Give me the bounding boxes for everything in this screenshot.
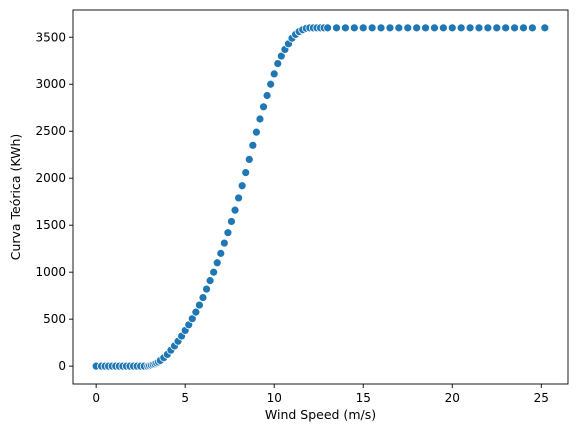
x-tick-label: 10 [267, 391, 282, 405]
data-point [212, 258, 222, 268]
data-point [527, 23, 537, 33]
x-tick-label: 25 [534, 391, 549, 405]
data-point [510, 23, 519, 33]
data-point [421, 23, 430, 33]
y-tick-label: 0 [58, 359, 66, 373]
data-point [358, 23, 368, 33]
x-tick-label: 15 [356, 391, 371, 405]
y-tick-label: 1500 [35, 218, 66, 232]
data-point [259, 102, 268, 112]
data-point [474, 23, 484, 33]
data-point [244, 155, 254, 164]
data-point [191, 307, 201, 317]
data-point [492, 23, 502, 33]
y-tick-label: 3500 [35, 30, 66, 44]
data-point [266, 79, 276, 89]
data-point [483, 23, 493, 33]
data-point [332, 23, 341, 33]
data-point [248, 140, 258, 150]
data-point [394, 23, 404, 33]
data-point [251, 127, 261, 137]
data-point [219, 238, 229, 248]
data-point [323, 23, 333, 33]
data-point [438, 23, 448, 33]
data-point [230, 205, 240, 215]
data-point [447, 23, 457, 33]
data-point [540, 23, 550, 33]
data-point [237, 181, 247, 191]
x-tick-label: 0 [92, 391, 100, 405]
data-point [234, 193, 243, 203]
data-point [376, 23, 386, 33]
data-point [367, 23, 377, 33]
data-point [205, 276, 215, 286]
data-point [269, 69, 279, 79]
data-point [241, 168, 251, 177]
data-point [456, 23, 466, 33]
data-point [195, 300, 204, 310]
data-point [430, 23, 439, 33]
data-point [223, 228, 233, 238]
data-point [255, 114, 265, 124]
plot-frame [72, 9, 569, 385]
data-point [273, 59, 283, 68]
y-tick-label: 2000 [35, 171, 66, 185]
data-point [385, 23, 395, 33]
y-tick-label: 500 [43, 312, 66, 326]
data-point [198, 293, 208, 302]
y-axis: 0 500 1000 1500 2000 2500 3000 3500 [35, 30, 73, 373]
x-axis: 0 5 10 15 20 25 [92, 384, 549, 405]
data-point [202, 284, 211, 294]
data-point [349, 23, 359, 33]
data-point [501, 23, 511, 33]
x-axis-label: Wind Speed (m/s) [265, 407, 376, 422]
data-point [227, 217, 236, 226]
data-point [412, 23, 422, 33]
data-point [341, 23, 350, 33]
data-point [403, 23, 413, 33]
y-axis-label: Curva Teórica (KWh) [8, 134, 23, 261]
data-point [465, 23, 475, 33]
data-point [519, 23, 528, 33]
y-tick-label: 3000 [35, 77, 66, 91]
data-points [91, 23, 550, 371]
data-point [209, 267, 219, 277]
y-tick-label: 1000 [35, 265, 66, 279]
x-tick-label: 20 [445, 391, 460, 405]
y-tick-label: 2500 [35, 124, 66, 138]
data-point [262, 91, 272, 100]
x-tick-label: 5 [181, 391, 189, 405]
data-point [216, 248, 226, 258]
